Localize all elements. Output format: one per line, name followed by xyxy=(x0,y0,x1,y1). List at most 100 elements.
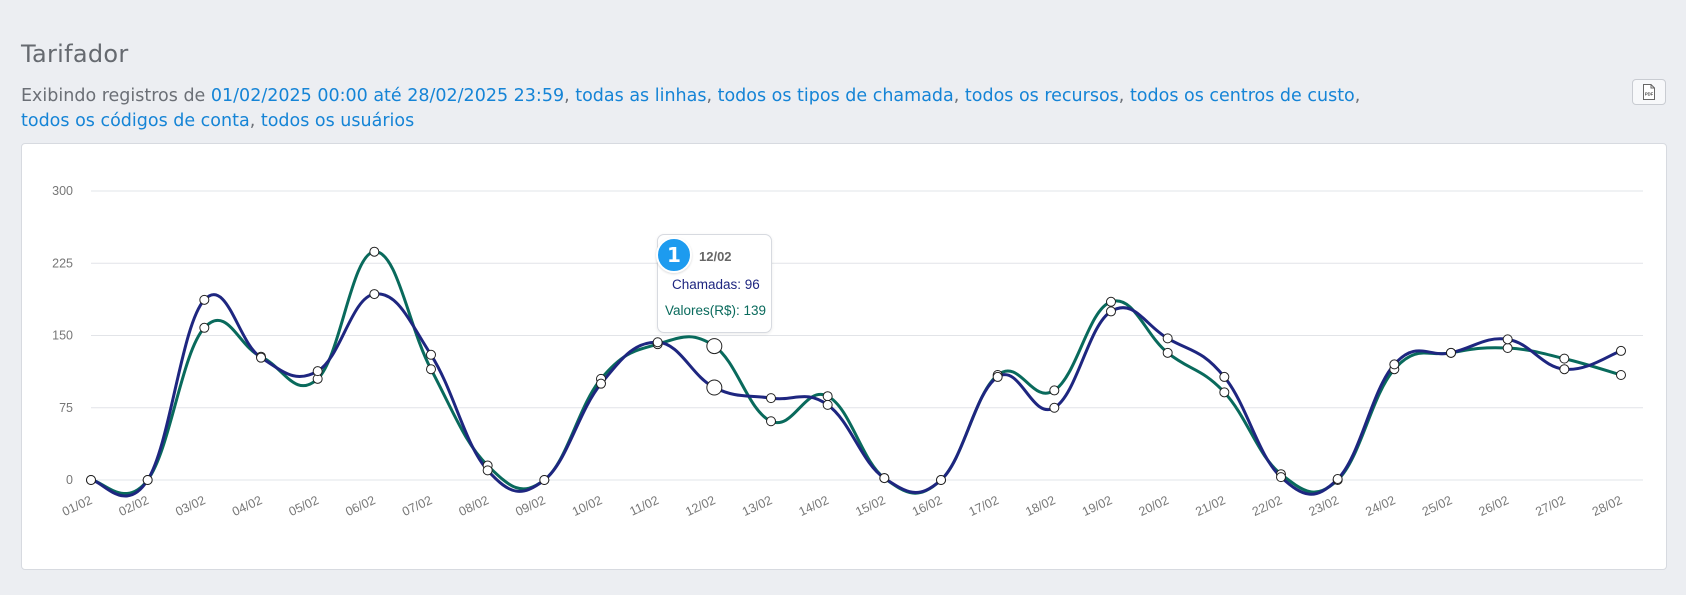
data-point-valores xyxy=(1106,296,1116,307)
filter-separator: , xyxy=(249,111,261,131)
x-tick-label: 03/02 xyxy=(173,493,207,519)
x-tick-label: 28/02 xyxy=(1590,493,1624,519)
data-point-chamadas xyxy=(706,379,723,396)
x-tick-label: 22/02 xyxy=(1250,493,1284,519)
x-tick-label: 08/02 xyxy=(457,493,491,519)
x-tick-label: 15/02 xyxy=(853,493,887,519)
tooltip-title: 12/02 xyxy=(699,249,732,264)
data-point-chamadas xyxy=(1502,334,1513,345)
x-tick-label: 23/02 xyxy=(1307,493,1341,519)
filter-separator: , xyxy=(953,86,965,106)
data-point-valores xyxy=(369,246,380,257)
filter-separator: , xyxy=(706,86,718,106)
data-point-chamadas xyxy=(539,475,550,485)
data-point-chamadas xyxy=(1106,306,1116,317)
x-tick-label: 21/02 xyxy=(1193,493,1227,519)
filter-summary: Exibindo registros de 01/02/2025 00:00 a… xyxy=(21,84,1421,134)
x-tick-label: 04/02 xyxy=(230,493,264,519)
data-point-chamadas xyxy=(86,475,96,485)
y-tick-label: 75 xyxy=(59,401,73,415)
x-tick-label: 11/02 xyxy=(628,493,661,519)
data-point-chamadas xyxy=(652,337,663,348)
data-point-chamadas xyxy=(1446,347,1456,358)
x-tick-label: 14/02 xyxy=(797,493,831,519)
data-point-chamadas xyxy=(1616,345,1626,356)
x-axis-ticks: 01/02 02/02 03/02 04/02 05/02 06/02 07/02 08/02… xyxy=(60,493,1624,519)
filter-account-codes-link[interactable]: todos os códigos de conta xyxy=(21,111,250,131)
data-point-chamadas xyxy=(1332,474,1343,485)
data-point-chamadas xyxy=(482,465,493,476)
data-point-chamadas xyxy=(1162,333,1173,344)
filter-prefix: Exibindo registros de xyxy=(21,86,211,106)
data-point-valores xyxy=(1162,347,1173,358)
page-title: Tarifador xyxy=(21,40,129,68)
filter-separator: , xyxy=(564,86,576,106)
data-point-chamadas xyxy=(369,289,380,300)
x-tick-label: 10/02 xyxy=(570,493,604,519)
data-point-chamadas xyxy=(1049,402,1060,413)
filter-cost-centers-link[interactable]: todos os centros de custo xyxy=(1129,86,1355,106)
data-point-valores xyxy=(199,322,210,333)
x-tick-label: 09/02 xyxy=(513,493,547,519)
y-axis-ticks: 0 75 150 225 300 xyxy=(52,184,73,487)
filter-separator: , xyxy=(1354,86,1361,106)
data-point-valores xyxy=(426,364,436,375)
y-tick-label: 150 xyxy=(52,329,73,343)
data-point-chamadas xyxy=(426,349,436,360)
data-point-valores xyxy=(1049,385,1060,396)
data-point-chamadas xyxy=(256,352,266,363)
data-point-chamadas xyxy=(992,371,1003,382)
data-point-chamadas xyxy=(1276,472,1286,483)
y-tick-label: 300 xyxy=(52,184,73,198)
x-tick-label: 16/02 xyxy=(910,493,944,519)
data-point-valores xyxy=(1219,387,1230,398)
data-point-valores xyxy=(706,338,723,355)
y-tick-label: 0 xyxy=(66,473,73,487)
x-tick-label: 25/02 xyxy=(1420,493,1454,519)
data-point-valores xyxy=(1559,353,1570,364)
filter-resources-link[interactable]: todos os recursos xyxy=(964,86,1119,106)
filter-users-link[interactable]: todos os usuários xyxy=(260,111,415,131)
tooltip-valores: Valores(R$): 139 xyxy=(665,303,767,318)
data-point-chamadas xyxy=(766,393,776,404)
data-point-chamadas xyxy=(142,475,153,485)
tooltip-chamadas: Chamadas: 96 xyxy=(672,277,760,292)
pdf-icon: PDF xyxy=(1643,84,1655,100)
export-pdf-button[interactable]: PDF xyxy=(1632,79,1666,105)
data-point-valores xyxy=(1616,369,1626,380)
x-tick-label: 27/02 xyxy=(1533,493,1567,519)
x-tick-label: 19/02 xyxy=(1080,493,1114,519)
pdf-icon-label: PDF xyxy=(1645,92,1654,97)
data-point-chamadas xyxy=(199,294,210,305)
filter-date-range-link[interactable]: 01/02/2025 00:00 até 28/02/2025 23:59 xyxy=(210,86,565,106)
filter-call-types-link[interactable]: todos os tipos de chamada xyxy=(717,86,954,106)
step-badge: 1 xyxy=(656,237,692,273)
x-tick-label: 26/02 xyxy=(1477,493,1511,519)
data-point-chamadas xyxy=(596,378,606,389)
filter-lines-link[interactable]: todas as linhas xyxy=(575,86,707,106)
x-tick-label: 13/02 xyxy=(740,493,774,519)
x-tick-label: 06/02 xyxy=(343,493,377,519)
data-point-chamadas xyxy=(1559,364,1570,375)
x-tick-label: 12/02 xyxy=(683,493,717,519)
x-tick-label: 18/02 xyxy=(1023,493,1057,519)
x-tick-label: 17/02 xyxy=(967,493,1001,519)
data-point-valores xyxy=(822,391,833,402)
point-layer xyxy=(86,246,1626,485)
grid-layer xyxy=(91,190,1643,481)
x-tick-label: 01/02 xyxy=(60,493,94,519)
x-tick-label: 24/02 xyxy=(1363,493,1397,519)
x-tick-label: 07/02 xyxy=(400,493,434,519)
data-point-valores xyxy=(1502,343,1513,354)
chart-card: 0 75 150 225 300 01/02 02/02 03/02 04/02 05/02 06… xyxy=(21,143,1667,570)
data-point-chamadas xyxy=(879,473,890,484)
data-point-chamadas xyxy=(1219,371,1230,382)
y-tick-label: 225 xyxy=(52,256,73,270)
x-tick-label: 20/02 xyxy=(1137,493,1171,519)
data-point-chamadas xyxy=(312,366,323,377)
chart-tooltip: 12/02 Chamadas: 96 Valores(R$): 139 xyxy=(657,234,772,333)
series-line-chamadas xyxy=(90,292,1622,498)
data-point-valores xyxy=(766,416,776,427)
filter-separator: , xyxy=(1118,86,1130,106)
